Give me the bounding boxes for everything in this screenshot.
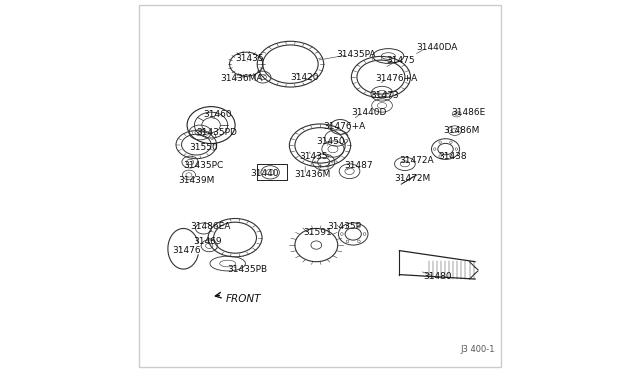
Text: 31473: 31473 [370, 91, 399, 100]
Text: 31440DA: 31440DA [416, 43, 458, 52]
Text: 31438: 31438 [438, 152, 467, 161]
Text: 31476+A: 31476+A [324, 122, 366, 131]
Text: J3 400-1: J3 400-1 [460, 345, 495, 354]
Text: 31435: 31435 [235, 54, 264, 63]
Text: 31439M: 31439M [178, 176, 214, 185]
Text: FRONT: FRONT [226, 294, 261, 304]
Text: 31476+A: 31476+A [376, 74, 418, 83]
Text: 31476: 31476 [172, 246, 201, 255]
Text: 31435P: 31435P [328, 222, 362, 231]
Text: 31435PB: 31435PB [227, 264, 267, 273]
Text: 31435: 31435 [300, 152, 328, 161]
Text: 31440D: 31440D [351, 108, 387, 117]
Text: 31435PD: 31435PD [196, 128, 237, 137]
Text: 31472M: 31472M [394, 174, 430, 183]
Text: 31435PA: 31435PA [337, 51, 376, 60]
Text: 31460: 31460 [204, 109, 232, 119]
Text: 31486E: 31486E [451, 108, 485, 117]
Text: 31486M: 31486M [444, 126, 480, 135]
Text: 31480: 31480 [424, 272, 452, 281]
Text: 31591: 31591 [303, 228, 332, 237]
Text: 31486EA: 31486EA [190, 222, 230, 231]
Text: 31472A: 31472A [399, 155, 434, 165]
Text: 31450: 31450 [316, 137, 345, 146]
Text: 31550: 31550 [189, 143, 218, 152]
Text: 31436MA: 31436MA [220, 74, 263, 83]
Text: 31435PC: 31435PC [184, 161, 223, 170]
Text: 31436M: 31436M [294, 170, 330, 179]
Text: 31487: 31487 [344, 161, 372, 170]
Text: 31469: 31469 [194, 237, 222, 246]
Text: 31475: 31475 [387, 56, 415, 65]
Text: 31420: 31420 [291, 73, 319, 81]
Text: 31440: 31440 [250, 169, 278, 177]
